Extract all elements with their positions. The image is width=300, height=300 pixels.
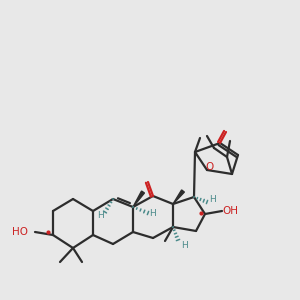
Polygon shape	[173, 190, 184, 204]
Text: H: H	[97, 212, 104, 220]
Text: O: O	[206, 162, 214, 172]
Text: H: H	[181, 241, 188, 250]
Text: H: H	[148, 208, 155, 217]
Polygon shape	[133, 191, 145, 207]
Text: HO: HO	[12, 227, 28, 237]
Text: OH: OH	[222, 206, 238, 216]
Text: H: H	[208, 196, 215, 205]
